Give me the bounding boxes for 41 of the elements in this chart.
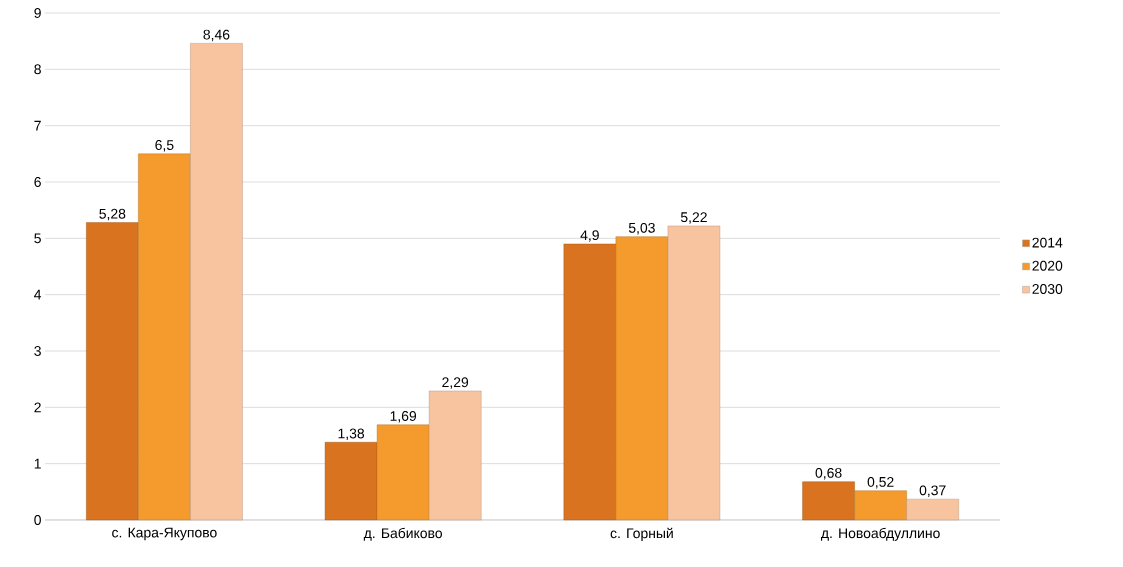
bar bbox=[906, 498, 959, 521]
data-label: 8,46 bbox=[203, 29, 230, 42]
bar bbox=[854, 490, 907, 521]
bar bbox=[324, 442, 378, 521]
bar bbox=[428, 390, 482, 521]
y-tick-label: 4 bbox=[34, 289, 42, 300]
data-label: 0,37 bbox=[919, 485, 946, 497]
y-tick-label: 7 bbox=[34, 120, 41, 131]
y-tick-label: 3 bbox=[34, 346, 41, 356]
legend-label: 2020 bbox=[1032, 260, 1063, 271]
data-label: 0,52 bbox=[867, 476, 894, 489]
data-label: 1,69 bbox=[390, 411, 417, 423]
x-tick-label: с. Горный bbox=[610, 527, 673, 541]
bar bbox=[86, 222, 139, 521]
bar bbox=[615, 236, 669, 521]
data-label: 2,29 bbox=[442, 377, 469, 389]
bar bbox=[563, 243, 617, 521]
bar bbox=[667, 225, 721, 521]
data-label: 5,03 bbox=[628, 222, 655, 235]
legend-label: 2030 bbox=[1032, 284, 1063, 294]
legend-label: 2014 bbox=[1032, 237, 1063, 248]
y-tick-label: 1 bbox=[34, 458, 41, 469]
y-tick-label: 2 bbox=[34, 402, 41, 413]
data-label: 0,68 bbox=[815, 467, 842, 480]
x-tick-label: д. Новоабдуллино bbox=[821, 527, 940, 541]
bar bbox=[190, 43, 243, 521]
bar bbox=[138, 153, 191, 521]
data-label: 5,22 bbox=[680, 212, 707, 224]
x-tick-label: с. Кара-Якупово bbox=[112, 527, 217, 541]
y-tick-label: 6 bbox=[34, 177, 41, 187]
bar bbox=[802, 481, 855, 521]
x-tick-label: д. Бабиково bbox=[363, 527, 442, 541]
y-tick-label: 9 bbox=[34, 8, 41, 18]
bar bbox=[376, 424, 430, 521]
data-label: 5,28 bbox=[99, 208, 126, 221]
data-label: 6,5 bbox=[155, 140, 174, 152]
y-tick-label: 0 bbox=[34, 515, 41, 525]
data-label: 4,9 bbox=[580, 230, 599, 242]
data-label: 1,38 bbox=[338, 428, 365, 441]
y-tick-label: 5 bbox=[34, 233, 41, 244]
y-tick-label: 8 bbox=[34, 64, 41, 75]
